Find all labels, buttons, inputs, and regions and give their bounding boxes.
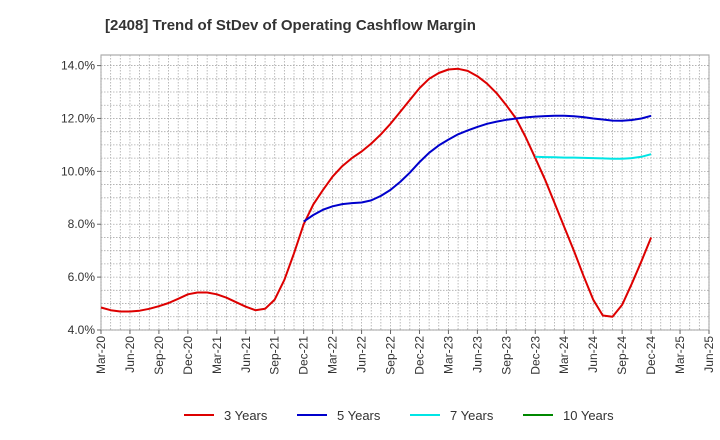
plot-area <box>100 54 710 331</box>
y-tick-label: 4.0% <box>68 323 96 337</box>
x-tick-label: Dec-22 <box>412 336 426 375</box>
x-tick-label: Dec-24 <box>644 336 658 375</box>
chart-title: [2408] Trend of StDev of Operating Cashf… <box>105 17 476 34</box>
x-tick-label: Mar-22 <box>326 336 340 374</box>
x-tick-label: Mar-24 <box>557 336 571 374</box>
x-tick-label: Jun-21 <box>239 336 253 373</box>
x-tick-label: Jun-22 <box>355 336 369 373</box>
x-tick-label: Mar-21 <box>210 336 224 374</box>
legend-label: 5 Years <box>337 408 381 423</box>
y-tick-label: 12.0% <box>61 111 95 125</box>
y-tick-label: 10.0% <box>61 164 95 178</box>
legend-label: 10 Years <box>563 408 614 423</box>
series-line-3-years <box>100 67 653 318</box>
y-axis: 4.0% 6.0% 8.0% 10.0% 12.0% 14.0% <box>61 59 101 337</box>
grid <box>100 55 710 331</box>
legend-label: 3 Years <box>224 408 268 423</box>
x-tick-label: Jun-23 <box>470 336 484 373</box>
x-tick-label: Dec-20 <box>181 336 195 375</box>
x-tick-label: Sep-24 <box>615 336 629 375</box>
x-tick-label: Sep-21 <box>268 336 282 375</box>
y-tick-label: 14.0% <box>61 59 95 73</box>
y-tick-label: 6.0% <box>68 270 96 284</box>
x-axis: Mar-20 Jun-20 Sep-20 Dec-20 Mar-21 Jun-21 Sep-… <box>94 330 716 375</box>
series-lines <box>100 67 653 318</box>
x-tick-label: Mar-25 <box>673 336 687 374</box>
x-tick-label: Sep-22 <box>384 336 398 375</box>
x-tick-label: Jun-25 <box>702 336 716 373</box>
x-tick-label: Mar-23 <box>441 336 455 374</box>
series-line-5-years <box>303 114 652 223</box>
legend-label: 7 Years <box>450 408 494 423</box>
y-tick-label: 8.0% <box>68 217 96 231</box>
x-tick-label: Sep-20 <box>152 336 166 375</box>
x-tick-label: Dec-23 <box>528 336 542 375</box>
x-tick-label: Dec-21 <box>297 336 311 375</box>
series-line-7-years <box>535 153 652 160</box>
x-tick-label: Jun-24 <box>586 336 600 373</box>
x-tick-label: Jun-20 <box>123 336 137 373</box>
x-tick-label: Sep-23 <box>499 336 513 375</box>
legend: 3 Years 5 Years 7 Years 10 Years <box>184 408 614 423</box>
x-tick-label: Mar-20 <box>94 336 108 374</box>
